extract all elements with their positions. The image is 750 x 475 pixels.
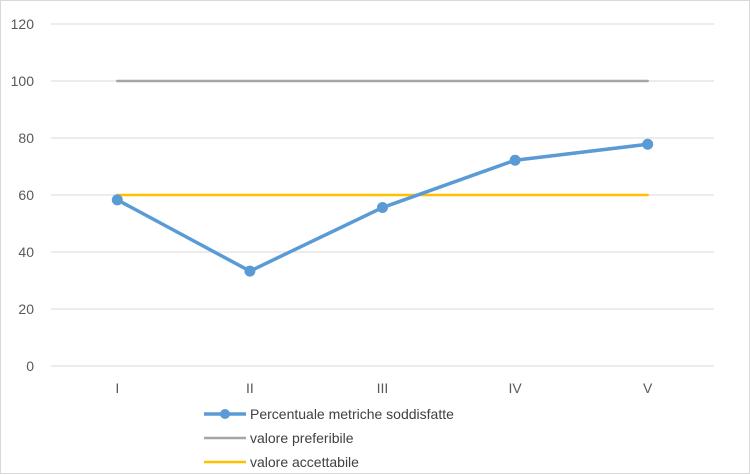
y-tick-label: 40	[18, 244, 34, 260]
legend-item: valore preferibile	[204, 430, 354, 446]
y-tick-label: 20	[18, 301, 34, 317]
data-point	[377, 202, 388, 214]
data-point	[642, 138, 654, 150]
legend-item: valore accettabile	[204, 454, 359, 470]
x-tick-label: IV	[508, 380, 522, 396]
x-tick-label: I	[115, 380, 119, 396]
data-point	[509, 154, 521, 166]
data-point	[111, 194, 123, 206]
x-tick-label: II	[246, 380, 254, 396]
series-layer	[111, 79, 654, 277]
y-tick-label: 100	[11, 73, 35, 89]
x-tick-label: V	[643, 380, 653, 396]
series-1	[111, 138, 654, 277]
data-point	[244, 265, 256, 277]
y-tick-label: 60	[18, 187, 34, 203]
legend-label: Percentuale metriche soddisfatte	[250, 406, 454, 422]
y-tick-label: 0	[26, 358, 34, 374]
x-axis-tick-labels: I II III IV V	[115, 380, 653, 396]
legend: Percentuale metriche soddisfatte valore p…	[204, 406, 454, 470]
legend-label: valore accettabile	[250, 454, 359, 470]
x-tick-label: III	[377, 380, 389, 396]
legend-label: valore preferibile	[250, 430, 354, 446]
legend-item: Percentuale metriche soddisfatte	[204, 406, 454, 422]
y-tick-label: 80	[18, 130, 34, 146]
legend-marker	[220, 409, 230, 419]
y-axis-tick-labels: 0 20 40 60 80 100 120	[11, 16, 35, 374]
y-tick-label: 120	[11, 16, 35, 32]
